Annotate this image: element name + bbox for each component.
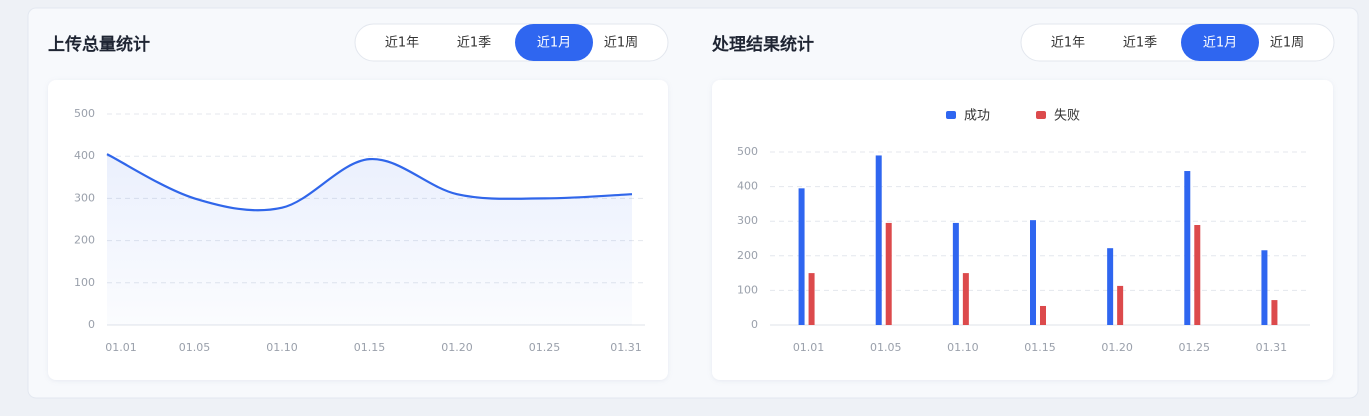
- y-tick-label: 300: [737, 214, 758, 227]
- tab[interactable]: 近1年: [385, 36, 419, 51]
- y-tick-label: 200: [74, 234, 95, 247]
- legend-label: 成功: [964, 109, 990, 124]
- tab[interactable]: 近1月: [1203, 36, 1237, 51]
- tab-active[interactable]: [515, 24, 593, 61]
- x-tick-label: 01.05: [179, 341, 211, 354]
- bar: [1040, 305, 1046, 325]
- y-tick-label: 300: [74, 191, 95, 204]
- y-tick-label: 100: [74, 276, 95, 289]
- bar: [1030, 220, 1036, 325]
- y-tick-label: 200: [737, 249, 758, 262]
- x-tick-label: 01.20: [1101, 341, 1133, 354]
- x-tick-label: 01.01: [105, 341, 137, 354]
- y-tick-label: 0: [751, 318, 758, 331]
- legend-swatch: [946, 111, 956, 119]
- tab[interactable]: 近1季: [457, 36, 491, 51]
- legend-label: 失败: [1054, 109, 1080, 124]
- x-tick-label: 01.15: [1024, 341, 1056, 354]
- tab[interactable]: 近1周: [1270, 36, 1304, 51]
- x-tick-label: 01.31: [610, 341, 642, 354]
- x-tick-label: 01.01: [793, 341, 825, 354]
- panel-title: 上传总量统计: [48, 34, 150, 55]
- bar: [885, 222, 892, 325]
- line: [106, 153, 633, 212]
- legend-swatch: [1036, 111, 1046, 119]
- y-tick-label: 400: [737, 180, 758, 193]
- bar: [1117, 285, 1124, 325]
- area: [107, 154, 632, 325]
- tab[interactable]: 近1月: [537, 36, 571, 51]
- bar: [962, 273, 969, 325]
- panel-title: 处理结果统计: [711, 34, 814, 55]
- bar: [952, 222, 959, 325]
- y-tick-label: 100: [737, 283, 758, 296]
- y-tick-label: 500: [74, 107, 95, 120]
- bar: [1184, 171, 1191, 325]
- x-tick-label: 01.10: [266, 341, 298, 354]
- x-tick-label: 01.05: [870, 341, 902, 354]
- bar: [1194, 225, 1201, 325]
- x-tick-label: 01.15: [354, 341, 386, 354]
- tab[interactable]: 近1年: [1051, 36, 1085, 51]
- bar: [1271, 300, 1278, 325]
- x-tick-label: 01.25: [529, 341, 561, 354]
- y-tick-label: 0: [88, 318, 95, 331]
- x-tick-label: 01.25: [1179, 341, 1211, 354]
- bar: [1107, 248, 1114, 325]
- y-tick-label: 400: [74, 149, 95, 162]
- chart-panel: [712, 80, 1333, 380]
- tab[interactable]: 近1季: [1123, 36, 1157, 51]
- tab[interactable]: 近1周: [604, 36, 638, 51]
- bar: [798, 188, 805, 325]
- x-tick-label: 01.10: [947, 341, 979, 354]
- y-tick-label: 500: [737, 145, 758, 158]
- x-tick-label: 01.20: [441, 341, 473, 354]
- bar: [875, 155, 882, 325]
- bar: [1261, 250, 1268, 325]
- bar: [808, 273, 815, 325]
- x-tick-label: 01.31: [1256, 341, 1288, 354]
- tab-active[interactable]: [1181, 24, 1259, 61]
